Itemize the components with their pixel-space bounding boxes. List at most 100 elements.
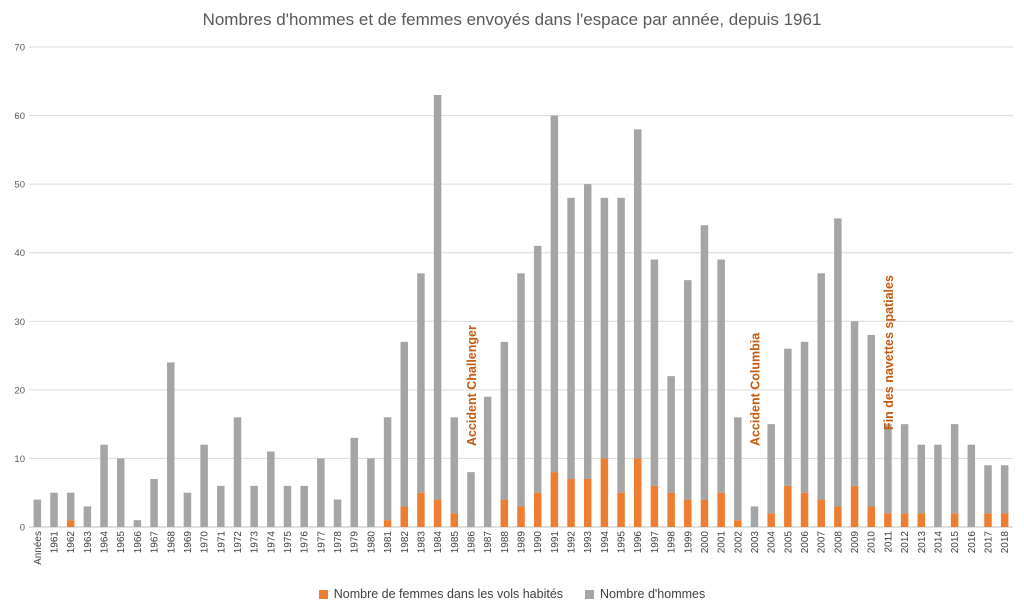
x-tick-label: 1998 (667, 531, 678, 554)
chart-title: Nombres d'hommes et de femmes envoyés da… (202, 10, 822, 29)
x-tick-label: 1973 (250, 531, 261, 554)
x-tick-label: 1994 (600, 531, 611, 554)
legend-swatch-men (585, 589, 595, 599)
bar-men (400, 341, 409, 507)
bar-women (567, 479, 575, 527)
x-tick-label: 1970 (200, 531, 211, 554)
x-tick-label: 1964 (100, 531, 111, 554)
x-tick-label: 1961 (50, 531, 61, 554)
x-tick-label: 1977 (316, 531, 327, 554)
bar-men (600, 197, 609, 459)
bar-women (500, 499, 509, 527)
bar-men (750, 506, 759, 527)
y-tick-label: 0 (20, 523, 25, 534)
bar-men (867, 335, 875, 507)
bar-women (400, 506, 409, 527)
bar-women (817, 499, 825, 527)
bar-men (283, 485, 292, 527)
x-tick-label: 2000 (700, 531, 711, 554)
bar-men (183, 492, 192, 527)
bar-men (517, 273, 525, 507)
bar-men (150, 479, 158, 527)
bar-men (250, 485, 258, 527)
x-tick-label: 1981 (383, 531, 394, 554)
legend-swatch-women (318, 589, 328, 599)
bar-men (850, 321, 859, 486)
x-tick-label: 1989 (517, 531, 528, 554)
bar-men (217, 485, 225, 527)
x-tick-label: 2016 (967, 531, 978, 554)
bar-men (717, 259, 725, 493)
bar-men (567, 197, 575, 479)
x-tick-label: 2004 (767, 531, 778, 554)
x-tick-label: 1993 (583, 531, 594, 554)
x-tick-label: 2009 (850, 531, 861, 554)
annotation-label: Accident Challenger (465, 325, 479, 446)
bar-men (984, 465, 992, 514)
bar-women (633, 458, 642, 527)
x-tick-label: 1995 (617, 531, 628, 554)
bar-women (717, 492, 725, 527)
bar-women (900, 513, 909, 527)
bar-men (734, 417, 742, 521)
bar-women (734, 520, 742, 527)
x-tick-label: 2013 (917, 531, 928, 554)
bar-women (417, 492, 425, 527)
bar-women (650, 485, 659, 527)
bar-men (483, 396, 492, 527)
bar-women (950, 513, 959, 527)
chart-legend: Nombre de femmes dans les vols habités N… (0, 587, 1024, 601)
legend-label-men: Nombre d'hommes (600, 587, 706, 601)
y-tick-label: 70 (14, 43, 25, 54)
bar-women (684, 499, 692, 527)
bar-women (800, 492, 809, 527)
bar-men (967, 444, 976, 527)
x-tick-label: 2003 (750, 531, 761, 554)
bar-men (667, 376, 675, 493)
x-tick-label: 2006 (800, 531, 811, 554)
bar-men (550, 115, 559, 473)
bar-women (834, 506, 842, 527)
bar-men (617, 197, 625, 493)
bar-women (867, 506, 875, 527)
bar-men (433, 95, 442, 500)
bar-men (784, 348, 792, 486)
x-tick-label: 1978 (333, 531, 344, 554)
bar-men (1000, 465, 1009, 514)
x-tick-label: 2017 (983, 531, 994, 554)
x-tick-label: 1988 (500, 531, 511, 554)
x-tick-label: 1984 (433, 531, 444, 554)
bar-men (934, 444, 942, 527)
x-tick-label: 2012 (900, 531, 911, 554)
y-tick-label: 40 (14, 248, 25, 259)
x-tick-label: 1975 (283, 531, 294, 554)
bar-women (767, 513, 775, 527)
bar-men (884, 424, 892, 514)
x-tick-label: 1990 (533, 531, 544, 554)
bar-men (467, 472, 475, 527)
annotation-label: Fin des navettes spatiales (882, 275, 896, 430)
annotation-label: Accident Columbia (748, 332, 762, 446)
bar-men (300, 485, 308, 527)
bar-men (233, 417, 242, 527)
x-tick-label: 1965 (116, 531, 127, 554)
bar-men (133, 520, 142, 527)
bar-men (950, 424, 959, 514)
bar-men (800, 341, 809, 493)
bar-men (767, 424, 775, 514)
bar-men (834, 218, 842, 507)
bar-men (367, 458, 375, 527)
bar-men (66, 492, 75, 521)
x-tick-label: 1992 (567, 531, 578, 554)
bar-women (784, 485, 792, 527)
x-tick-label: 2007 (817, 531, 828, 554)
x-tick-label: 1963 (83, 531, 94, 554)
x-tick-label: 1987 (483, 531, 494, 554)
x-tick-label: 1997 (650, 531, 661, 554)
bar-women (533, 492, 542, 527)
x-tick-label: 1967 (150, 531, 161, 554)
x-tick-label: 2015 (950, 531, 961, 554)
bar-men (333, 499, 342, 527)
x-tick-label: 1996 (633, 531, 644, 554)
